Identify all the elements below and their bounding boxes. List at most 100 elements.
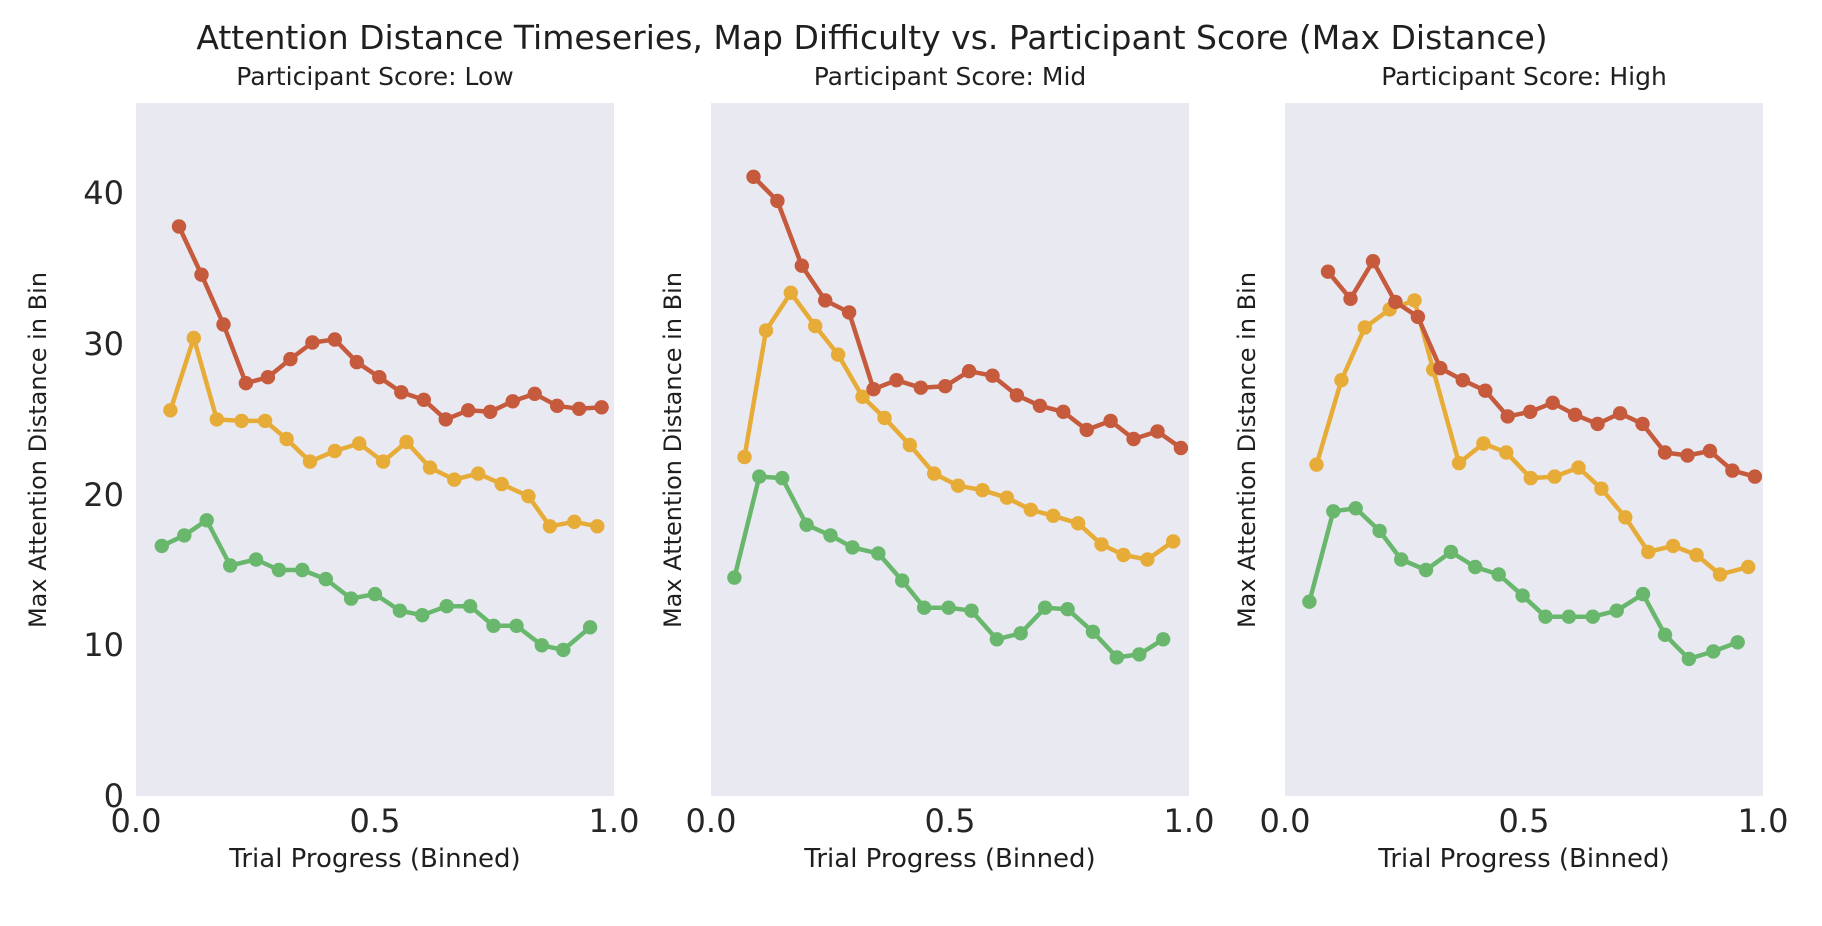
data-point-green (1730, 635, 1745, 650)
plot-background (1285, 103, 1763, 796)
data-point-red (372, 370, 387, 385)
data-point-gold (1451, 455, 1467, 471)
data-point-green (845, 540, 860, 555)
data-point-gold (257, 413, 273, 429)
subplot-low: Participant Score: Low Trial Progress (B… (24, 0, 639, 926)
data-point-red (1635, 416, 1650, 432)
data-point-green (177, 528, 192, 543)
data-point-red (1056, 404, 1071, 419)
plot-background (711, 103, 1189, 796)
x-axis-label-mid: Trial Progress (Binned) (804, 844, 1096, 874)
data-point-gold (1476, 436, 1491, 451)
figure-suptitle: Attention Distance Timeseries, Map Diffi… (196, 18, 1548, 57)
data-point-gold (521, 489, 536, 504)
y-axis-label-mid: Max Attention Distance in Bin (659, 271, 687, 629)
data-point-red (1657, 445, 1673, 460)
data-point-gold (422, 460, 438, 475)
data-point-green (1561, 609, 1577, 624)
data-point-green (1326, 504, 1341, 519)
data-point-green (154, 538, 169, 554)
data-point-green (1372, 523, 1387, 539)
data-point-green (486, 618, 501, 633)
data-point-green (271, 562, 287, 578)
data-point-green (799, 517, 814, 532)
data-point-green (1394, 552, 1409, 567)
plot-background (136, 103, 614, 796)
data-point-green (1348, 501, 1363, 516)
data-point-gold (1166, 534, 1181, 549)
data-point-red (438, 412, 453, 427)
subplot-mid: Participant Score: Mid Trial Progress (B… (659, 0, 1214, 926)
x-tick-label: 0.5 (924, 802, 976, 840)
data-point-red (1410, 309, 1426, 325)
data-point-red (594, 400, 609, 415)
data-point-gold (234, 413, 249, 429)
data-point-gold (855, 389, 870, 404)
x-axis-label-low: Trial Progress (Binned) (229, 844, 521, 874)
data-point-gold (279, 431, 294, 447)
data-point-red (1725, 463, 1740, 478)
data-point-gold (808, 318, 823, 334)
data-point-green (895, 573, 910, 588)
data-point-green (318, 571, 333, 587)
x-tick-label: 1.0 (588, 802, 640, 840)
data-point-gold (783, 285, 798, 300)
data-point-red (238, 376, 254, 391)
data-point-green (752, 469, 767, 484)
data-point-green (556, 642, 571, 658)
data-point-red (1455, 373, 1470, 388)
data-point-red (1747, 469, 1763, 484)
data-point-gold (590, 519, 605, 534)
data-point-red (1126, 431, 1141, 447)
data-point-red (1500, 409, 1515, 424)
y-tick-label: 0 (103, 777, 124, 815)
data-point-green (1037, 600, 1053, 615)
y-tick-label: 20 (83, 475, 124, 514)
data-point-red (283, 351, 298, 367)
data-point-red (171, 219, 187, 234)
data-point-red (1612, 406, 1628, 421)
data-point-gold (902, 437, 917, 453)
data-point-green (248, 552, 264, 567)
data-point-red (461, 403, 476, 418)
data-point-gold (186, 330, 201, 346)
data-point-red (1032, 398, 1048, 413)
data-point-green (1132, 647, 1147, 662)
data-point-gold (1689, 547, 1704, 563)
data-point-red (1365, 254, 1381, 269)
x-tick-label: 0.5 (349, 802, 401, 840)
data-point-gold (975, 483, 990, 498)
plot-area-mid (711, 103, 1189, 796)
data-point-gold (399, 434, 414, 450)
subplot-title-mid: Participant Score: Mid (813, 62, 1087, 91)
plot-area-high (1285, 103, 1763, 796)
data-point-green (582, 620, 598, 635)
data-point-gold (1407, 293, 1422, 308)
data-point-gold (1712, 567, 1728, 582)
data-point-gold (950, 478, 966, 493)
data-point-green (1302, 594, 1317, 609)
data-point-green (1609, 603, 1624, 618)
y-axis-label-high: Max Attention Distance in Bin (1233, 271, 1261, 629)
data-point-gold (1499, 445, 1514, 460)
data-point-green (392, 603, 408, 618)
data-point-green (1060, 602, 1075, 617)
x-tick-label: 0.0 (685, 802, 737, 840)
data-point-green (871, 546, 886, 561)
data-point-red (913, 380, 928, 395)
data-point-green (941, 600, 956, 615)
data-point-gold (1618, 510, 1633, 525)
data-point-gold (1594, 481, 1609, 496)
data-point-red (985, 368, 1000, 383)
data-point-green (199, 513, 214, 528)
data-point-gold (877, 410, 892, 426)
y-tick-label: 30 (83, 325, 124, 364)
x-tick-label: 1.0 (1163, 802, 1215, 840)
data-point-gold (352, 436, 367, 451)
data-point-green (917, 600, 932, 615)
data-point-green (462, 599, 478, 614)
subplot-title-high: Participant Score: High (1381, 62, 1667, 91)
data-point-red (1079, 422, 1094, 438)
data-point-red (794, 258, 809, 273)
data-point-red (1173, 440, 1189, 456)
